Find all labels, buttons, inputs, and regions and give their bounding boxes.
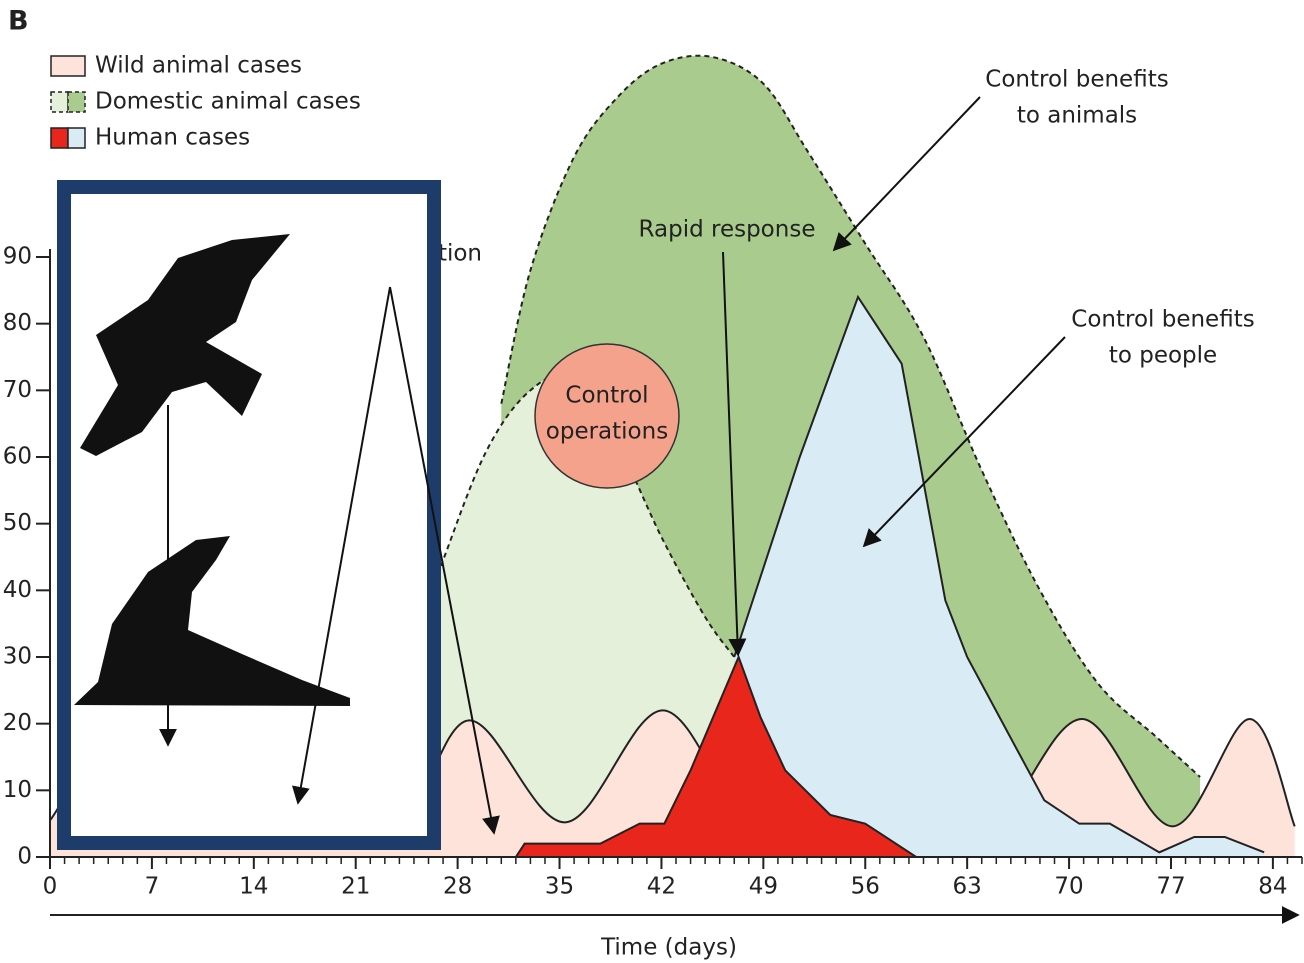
y-tick-label: 0: [17, 844, 32, 870]
x-tick-label: 56: [851, 874, 880, 900]
area-outline: [500, 54, 1201, 778]
arrow: [832, 96, 981, 252]
legend-label: Domestic animal cases: [95, 89, 361, 115]
annotation: Control benefits: [985, 67, 1168, 93]
x-tick-label: 35: [545, 874, 574, 900]
x-tick-label: 49: [749, 874, 778, 900]
x-tick-label: 21: [341, 874, 370, 900]
y-tick-label: 70: [3, 377, 32, 403]
arrow: [722, 251, 747, 657]
seal-silhouette: [74, 536, 350, 706]
y-tick-label: 50: [3, 510, 32, 536]
x-tick-label: 77: [1156, 874, 1185, 900]
panel-label: B: [8, 6, 29, 37]
legend-swatch: [50, 91, 69, 113]
annotation: to people: [1109, 343, 1217, 369]
annotation: to animals: [1017, 103, 1137, 129]
legend-swatch: [67, 91, 86, 113]
y-tick-label: 90: [3, 244, 32, 270]
annotation: Control benefits: [1071, 307, 1254, 333]
area: [734, 297, 1265, 857]
legend-label: Human cases: [95, 125, 250, 151]
area-outline: [354, 372, 736, 785]
x-tick-label: 7: [145, 874, 160, 900]
bird-silhouette: [80, 234, 290, 456]
x-axis-label: Time (days): [600, 935, 737, 961]
arrow: [862, 336, 1066, 548]
annotation: operations: [546, 419, 668, 445]
legend-swatch: [67, 127, 86, 149]
arrow: [291, 286, 391, 805]
x-tick-label: 63: [953, 874, 982, 900]
y-tick-label: 60: [3, 444, 32, 470]
y-tick-label: 30: [3, 644, 32, 670]
x-tick-label: 42: [647, 874, 676, 900]
x-tick-label: 0: [43, 874, 58, 900]
x-tick-label: 14: [239, 874, 268, 900]
annotation: Rapid response: [639, 217, 816, 243]
y-tick-label: 20: [3, 710, 32, 736]
legend-swatch: [50, 55, 86, 77]
arrow: [389, 286, 500, 835]
x-tick-label: 84: [1258, 874, 1287, 900]
legend-swatch: [50, 127, 69, 149]
area-outline: [733, 294, 1265, 854]
x-tick-label: 70: [1054, 874, 1083, 900]
y-tick-label: 80: [3, 310, 32, 336]
control-circle: [534, 343, 680, 489]
area-outline: [515, 654, 917, 858]
y-tick-label: 40: [3, 577, 32, 603]
legend-label: Wild animal cases: [95, 53, 302, 79]
x-tick-label: 28: [443, 874, 472, 900]
annotation: Control: [565, 383, 648, 409]
area: [515, 657, 917, 857]
y-tick-label: 10: [3, 777, 32, 803]
